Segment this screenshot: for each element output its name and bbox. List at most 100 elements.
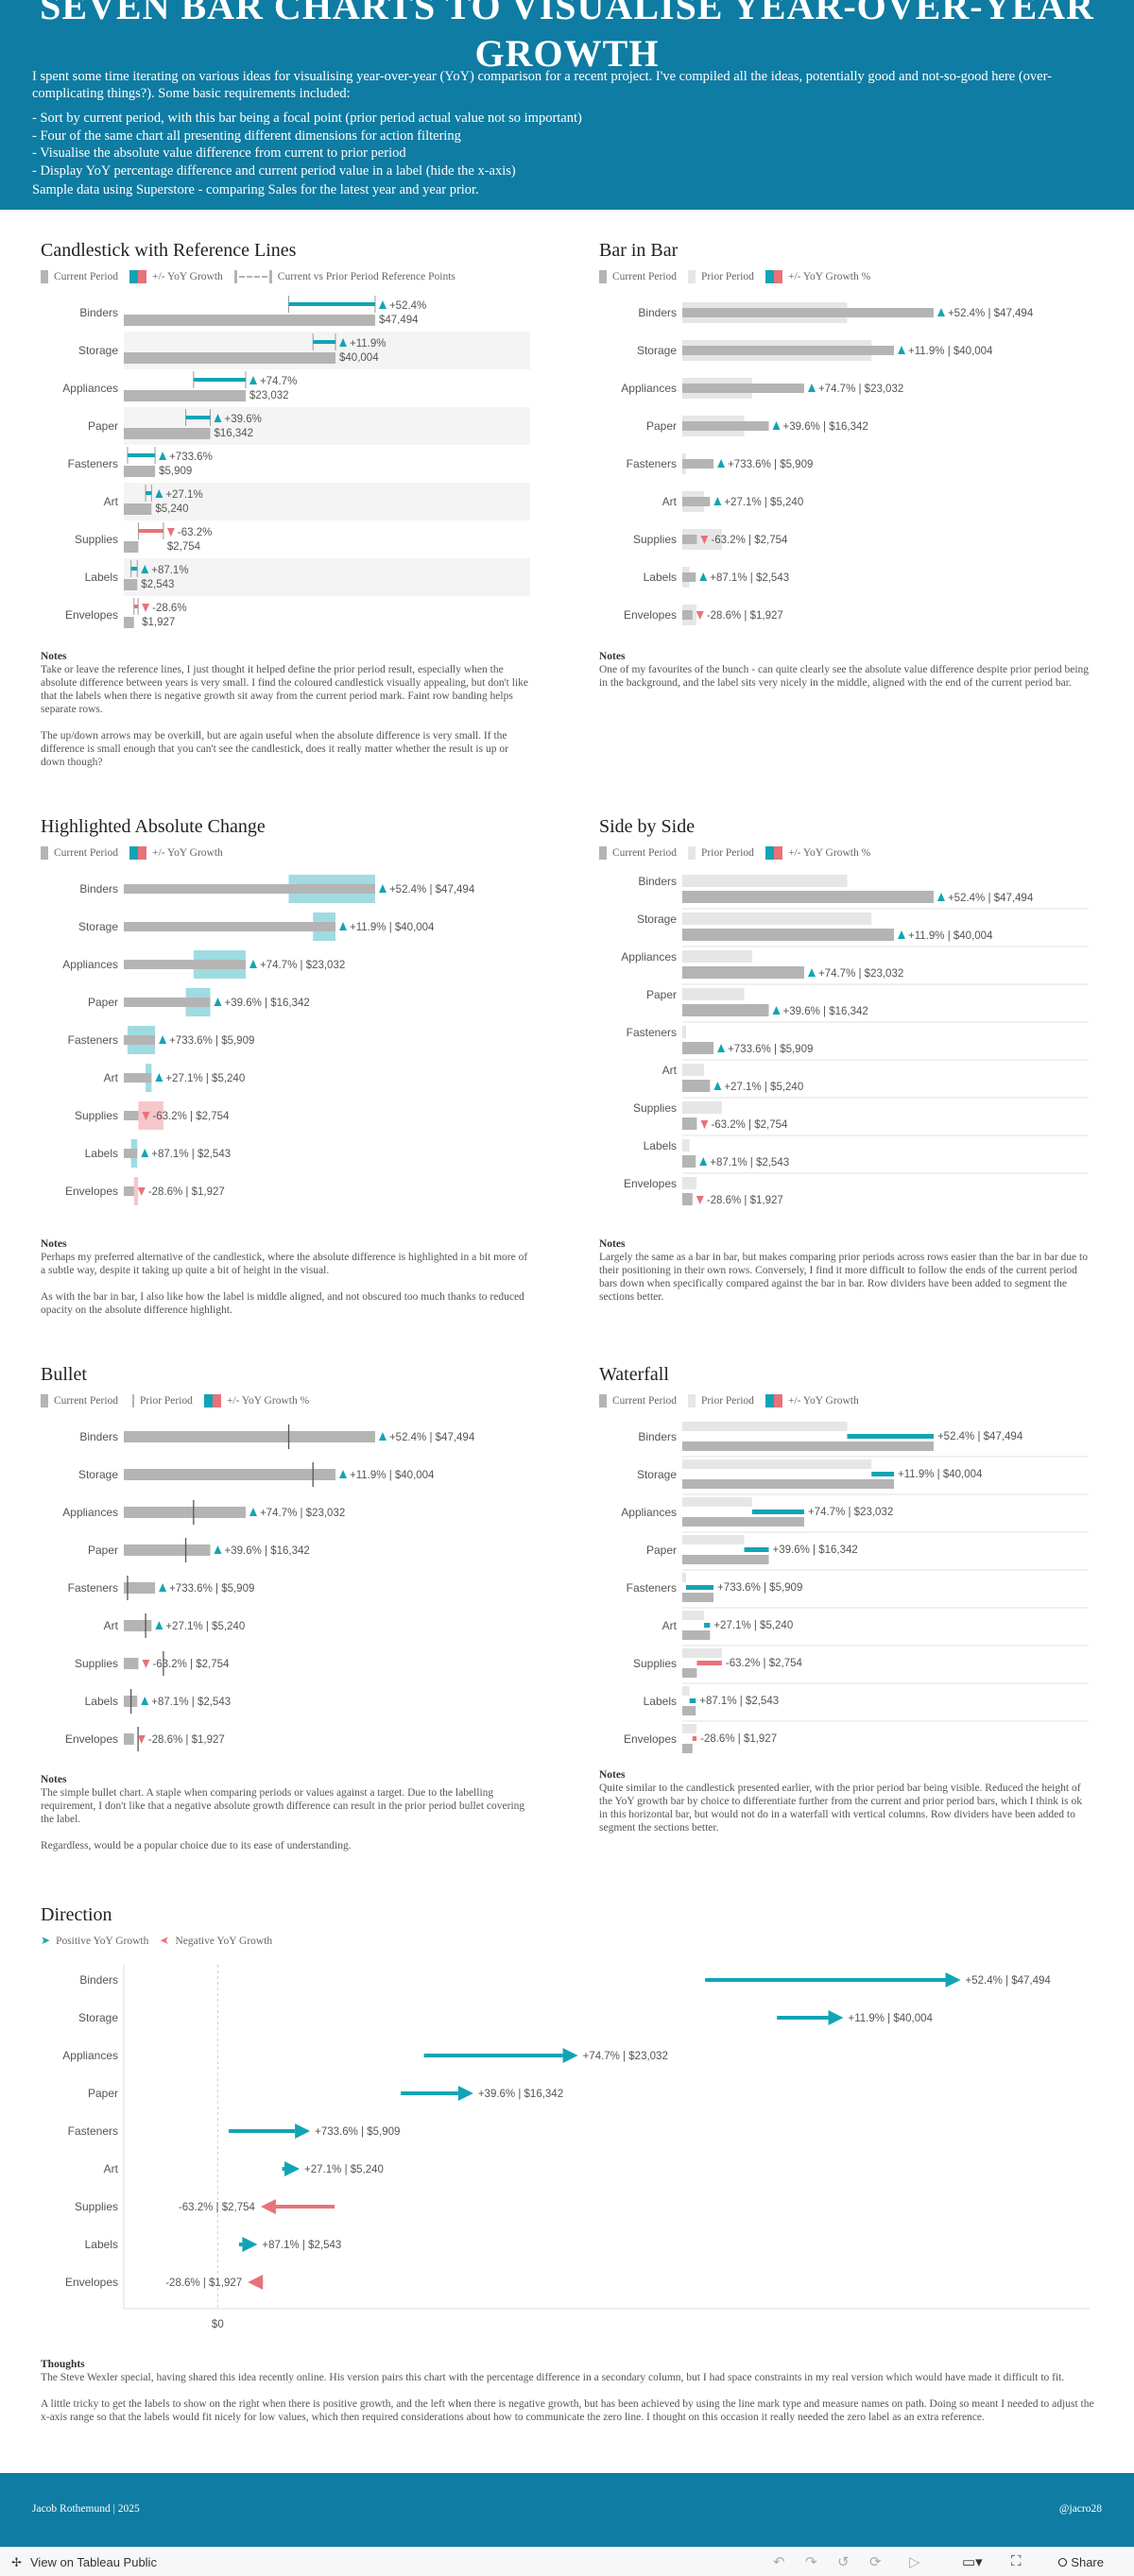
yoy-label: +74.7% [260,376,297,387]
data-label: +39.6% | $16,342 [773,1544,858,1556]
legend-label: Current Period [612,1395,678,1407]
category-label: Art [104,2162,119,2175]
notes-heading: Thoughts [41,2359,85,2370]
tableau-toolbar: ✢ View on Tableau Public ↶ ↷ ↺ ⟳ ▷ ▭▾ ⛶ … [0,2547,1134,2576]
category-label: Supplies [633,1657,677,1670]
notes-bullet: Notes The simple bullet chart. A staple … [41,1773,532,1852]
legend-label: Prior Period [701,1395,754,1407]
current-swatch-icon [599,270,607,283]
data-label: +87.1% | $2,543 [151,1697,231,1708]
current-period-bar [124,1507,246,1518]
view-on-tableau-link[interactable]: ✢ View on Tableau Public [11,2555,157,2569]
current-period-bar [124,1073,152,1083]
tableau-logo-icon: ✢ [11,2555,22,2569]
prior-period-bar [682,988,745,1000]
data-label: +52.4% | $47,494 [966,1975,1052,1987]
yoy-up-arrow-icon [159,1035,167,1044]
current-swatch-icon [599,846,607,860]
footer-banner: Jacob Rothemund | 2025 @jacro28 [0,2473,1134,2547]
revert-icon[interactable]: ↺ [837,2554,850,2570]
category-label: Fasteners [68,2124,118,2138]
current-period-bar [124,541,139,553]
side-by-side-chart: Binders +52.4% | $47,494 Storage +11.9% | $… [621,875,1089,1206]
value-label: $1,927 [142,617,175,628]
category-label: Storage [78,2011,118,2024]
undo-icon[interactable]: ↶ [773,2554,785,2570]
yoy-growth-step [744,1547,769,1552]
category-label: Fasteners [627,457,677,470]
notes-paragraph: The up/down arrows may be overkill, but … [41,730,508,768]
absolute-change-highlight [133,1177,139,1205]
yoy-growth-candle [133,605,139,608]
current-period-bar [682,1080,711,1092]
prior-period-bar [682,1686,690,1696]
prior-period-bar [682,1573,686,1582]
refresh-icon[interactable]: ⟳ [869,2554,882,2570]
data-label: +74.7% | $23,032 [818,968,903,980]
yoy-growth-candle [127,453,156,457]
current-period-bar [682,610,693,620]
category-label: Labels [85,571,118,584]
current-period-bar [682,1117,697,1130]
data-label: +74.7% | $23,032 [818,384,903,395]
yoy-up-arrow-icon [159,452,167,460]
category-label: Appliances [62,1506,118,1519]
legend-label: +/- YoY Growth [152,271,223,282]
current-period-bar [682,1004,769,1016]
category-label: Fasteners [68,1581,118,1595]
category-label: Binders [638,875,677,888]
zero-axis-label: $0 [212,2319,224,2330]
prior-period-bar [682,1064,705,1076]
notes-paragraph: Perhaps my preferred alternative of the … [41,1252,528,1276]
growth-arrow-icon [295,2124,311,2139]
growth-swatch-icon [129,270,147,283]
notes-paragraph: As with the bar in bar, I also like how … [41,1291,524,1316]
data-label: -28.6% | $1,927 [700,1733,777,1745]
category-label: Appliances [621,950,677,964]
yoy-up-arrow-icon [159,1583,167,1592]
data-label: -28.6% | $1,927 [707,1195,783,1206]
data-label: +39.6% | $16,342 [478,2089,563,2100]
requirement-item: - Four of the same chart all presenting … [32,128,461,144]
current-period-bar [124,352,336,364]
yoy-up-arrow-icon [936,893,945,901]
yoy-up-arrow-icon [898,930,906,939]
data-label: +74.7% | $23,032 [583,2051,668,2062]
current-period-bar [124,1544,211,1556]
value-label: $23,032 [249,390,289,401]
prior-swatch-icon [688,846,696,860]
data-label: +733.6% | $5,909 [169,1035,254,1047]
pause-icon[interactable]: ▷ [909,2554,920,2570]
data-label: -63.2% | $2,754 [726,1658,803,1669]
notes-paragraph: The Steve Wexler special, having shared … [41,2372,1065,2383]
legend-direction: ➤ Positive YoY Growth ➤ Negative YoY Growt… [41,1934,284,1948]
current-period-bar [124,428,211,439]
redo-icon[interactable]: ↷ [805,2554,817,2570]
row-band [124,558,530,596]
current-period-bar [124,315,375,326]
current-period-bar [682,459,714,469]
current-period-bar [124,1469,336,1480]
data-label: +733.6% | $5,909 [169,1583,254,1595]
data-label: +39.6% | $16,342 [783,1006,868,1017]
legend-label: +/- YoY Growth [152,847,223,859]
share-button[interactable]: ⭘ Share [1057,2555,1104,2570]
panel-title-bullet: Bullet [41,1364,87,1385]
yoy-up-arrow-icon [155,489,163,498]
thoughts-direction: Thoughts The Steve Wexler special, havin… [41,2358,1094,2424]
yoy-down-arrow-icon [696,1196,704,1204]
data-label: +11.9% | $40,004 [350,922,435,933]
data-label: +733.6% | $5,909 [717,1582,802,1594]
device-layout-icon[interactable]: ▭▾ [962,2554,983,2570]
legend-label: Current Period [54,847,119,859]
notes-waterfall: Notes Quite similar to the candlestick p… [599,1768,1091,1834]
requirements-list: - Sort by current period, with this bar … [32,110,582,179]
header-banner: SEVEN BAR CHARTS TO VISUALISE YEAR-OVER-… [0,0,1134,210]
bullet-chart: Binders +52.4% | $47,494 Storage +11.9% | $… [62,1424,475,1751]
bar-in-bar-chart: Binders +52.4% | $47,494 Storage +11.9% | $… [621,302,1034,625]
current-period-bar [682,1555,769,1564]
data-label: +733.6% | $5,909 [315,2126,400,2138]
data-label: +11.9% | $40,004 [908,346,993,357]
category-label: Supplies [75,1109,118,1122]
fullscreen-icon[interactable]: ⛶ [1011,2553,1022,2569]
